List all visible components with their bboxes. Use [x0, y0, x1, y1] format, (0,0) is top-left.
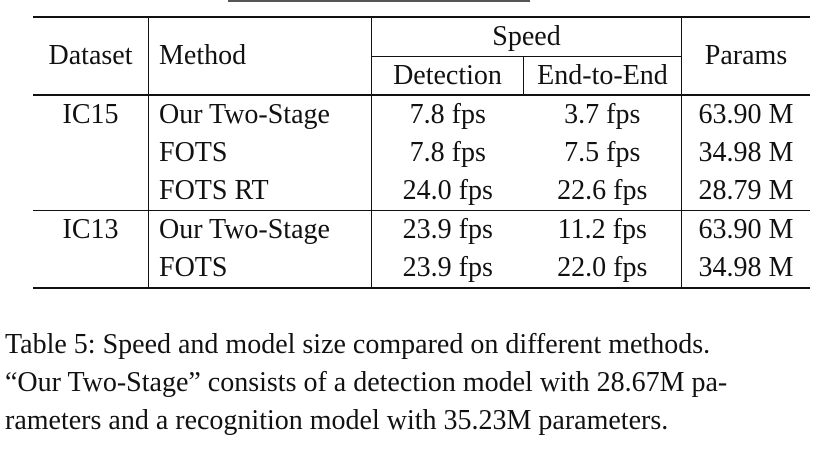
params-cell: 34.98 M	[698, 252, 794, 283]
detection-cell: 23.9 fps	[402, 214, 493, 245]
header-end-to-end: End-to-End	[523, 56, 682, 95]
end-to-end-cell: 11.2 fps	[523, 210, 682, 249]
method-cell: FOTS	[148, 249, 372, 288]
method-cell: FOTS	[148, 134, 372, 172]
table-row: IC13 Our Two-Stage 23.9 fps 11.2 fps 63.…	[33, 210, 810, 288]
caption-line: Table 5: Speed and model size compared o…	[5, 329, 711, 360]
detection-cell: 23.9 fps	[402, 252, 493, 283]
dataset-cell: IC15	[33, 95, 149, 211]
detection-cell: 7.8 fps	[409, 137, 486, 168]
dataset-cell: IC13	[33, 210, 149, 288]
header-params: Params	[704, 40, 788, 71]
results-table: Dataset Method Speed Params Detection En…	[33, 16, 810, 289]
params-cell: 34.98 M	[698, 137, 794, 168]
end-to-end-cell: 3.7 fps	[523, 95, 682, 134]
caption-line: rameters and a recognition model with 35…	[5, 405, 669, 436]
params-cell: 63.90 M	[698, 99, 794, 130]
end-to-end-cell: 22.6 fps	[523, 172, 682, 211]
method-cell: Our Two-Stage	[148, 95, 372, 134]
detection-cell: 24.0 fps	[402, 175, 493, 206]
detection-cell: 7.8 fps	[409, 99, 486, 130]
table-row: IC15 Our Two-Stage 7.8 fps 3.7 fps 63.90…	[33, 95, 810, 211]
method-cell: FOTS RT	[148, 172, 372, 211]
header-method: Method	[148, 17, 372, 95]
table-caption: Table 5: Speed and model size compared o…	[5, 326, 831, 440]
params-cell: 28.79 M	[698, 175, 794, 206]
header-speed: Speed	[371, 17, 682, 57]
table-row: FOTS RT 24.0 fps 22.6 fps 28.79 M	[33, 172, 810, 211]
end-to-end-cell: 7.5 fps	[523, 134, 682, 172]
table-row: FOTS 7.8 fps 7.5 fps 34.98 M	[33, 134, 810, 172]
params-cell: 63.90 M	[698, 214, 794, 245]
header-detection: Detection	[371, 56, 524, 95]
table-row: FOTS 23.9 fps 22.0 fps 34.98 M	[33, 249, 810, 288]
header-dataset: Dataset	[33, 17, 149, 95]
top-rule	[228, 0, 530, 2]
end-to-end-cell: 22.0 fps	[523, 249, 682, 288]
method-cell: Our Two-Stage	[148, 210, 372, 249]
caption-line: “Our Two-Stage” consists of a detection …	[5, 367, 728, 398]
